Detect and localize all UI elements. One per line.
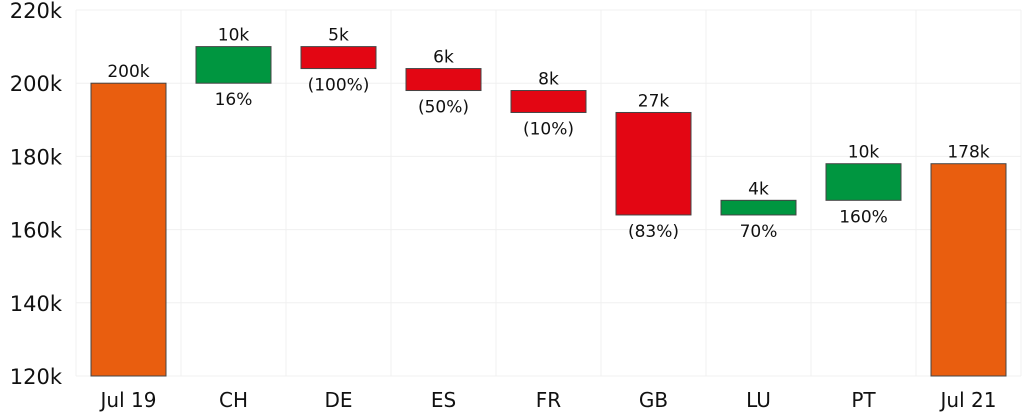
bar-lu [720,199,797,216]
bar-jul-21 [930,163,1007,377]
percent-label: 160% [839,207,888,227]
percent-label: (100%) [308,76,370,96]
bar-jul-19 [90,82,167,377]
percent-label: (50%) [418,98,469,118]
x-tick-label: Jul 19 [99,388,157,412]
value-label: 10k [848,143,880,163]
bar-es [405,68,482,92]
x-tick-label: GB [639,388,668,412]
percent-label: 70% [740,222,778,242]
bar-de [300,46,377,70]
percent-label: 16% [215,90,253,110]
percent-label: (10%) [523,119,574,139]
y-tick-label: 140k [10,292,63,316]
value-label: 178k [947,143,989,163]
y-tick-label: 220k [10,0,63,23]
bar-fr [510,90,587,113]
percent-label: (83%) [628,222,679,242]
x-tick-label: ES [431,388,456,412]
y-tick-label: 180k [10,145,63,169]
bar-ch [195,46,272,84]
y-tick-label: 200k [10,72,63,96]
value-label: 8k [538,70,559,90]
value-label: 6k [433,48,454,68]
y-tick-label: 120k [10,365,63,389]
x-tick-label: CH [219,388,248,412]
bar-gb [615,111,692,216]
y-tick-label: 160k [10,219,63,243]
value-label: 4k [748,179,769,199]
value-label: 27k [638,91,670,111]
x-tick-label: PT [851,388,876,412]
value-label: 200k [107,62,149,82]
x-tick-label: DE [324,388,352,412]
x-tick-label: Jul 21 [939,388,997,412]
x-tick-label: LU [746,388,771,412]
bar-pt [825,163,902,201]
value-label: 10k [218,26,250,46]
x-tick-label: FR [536,388,562,412]
value-label: 5k [328,26,349,46]
